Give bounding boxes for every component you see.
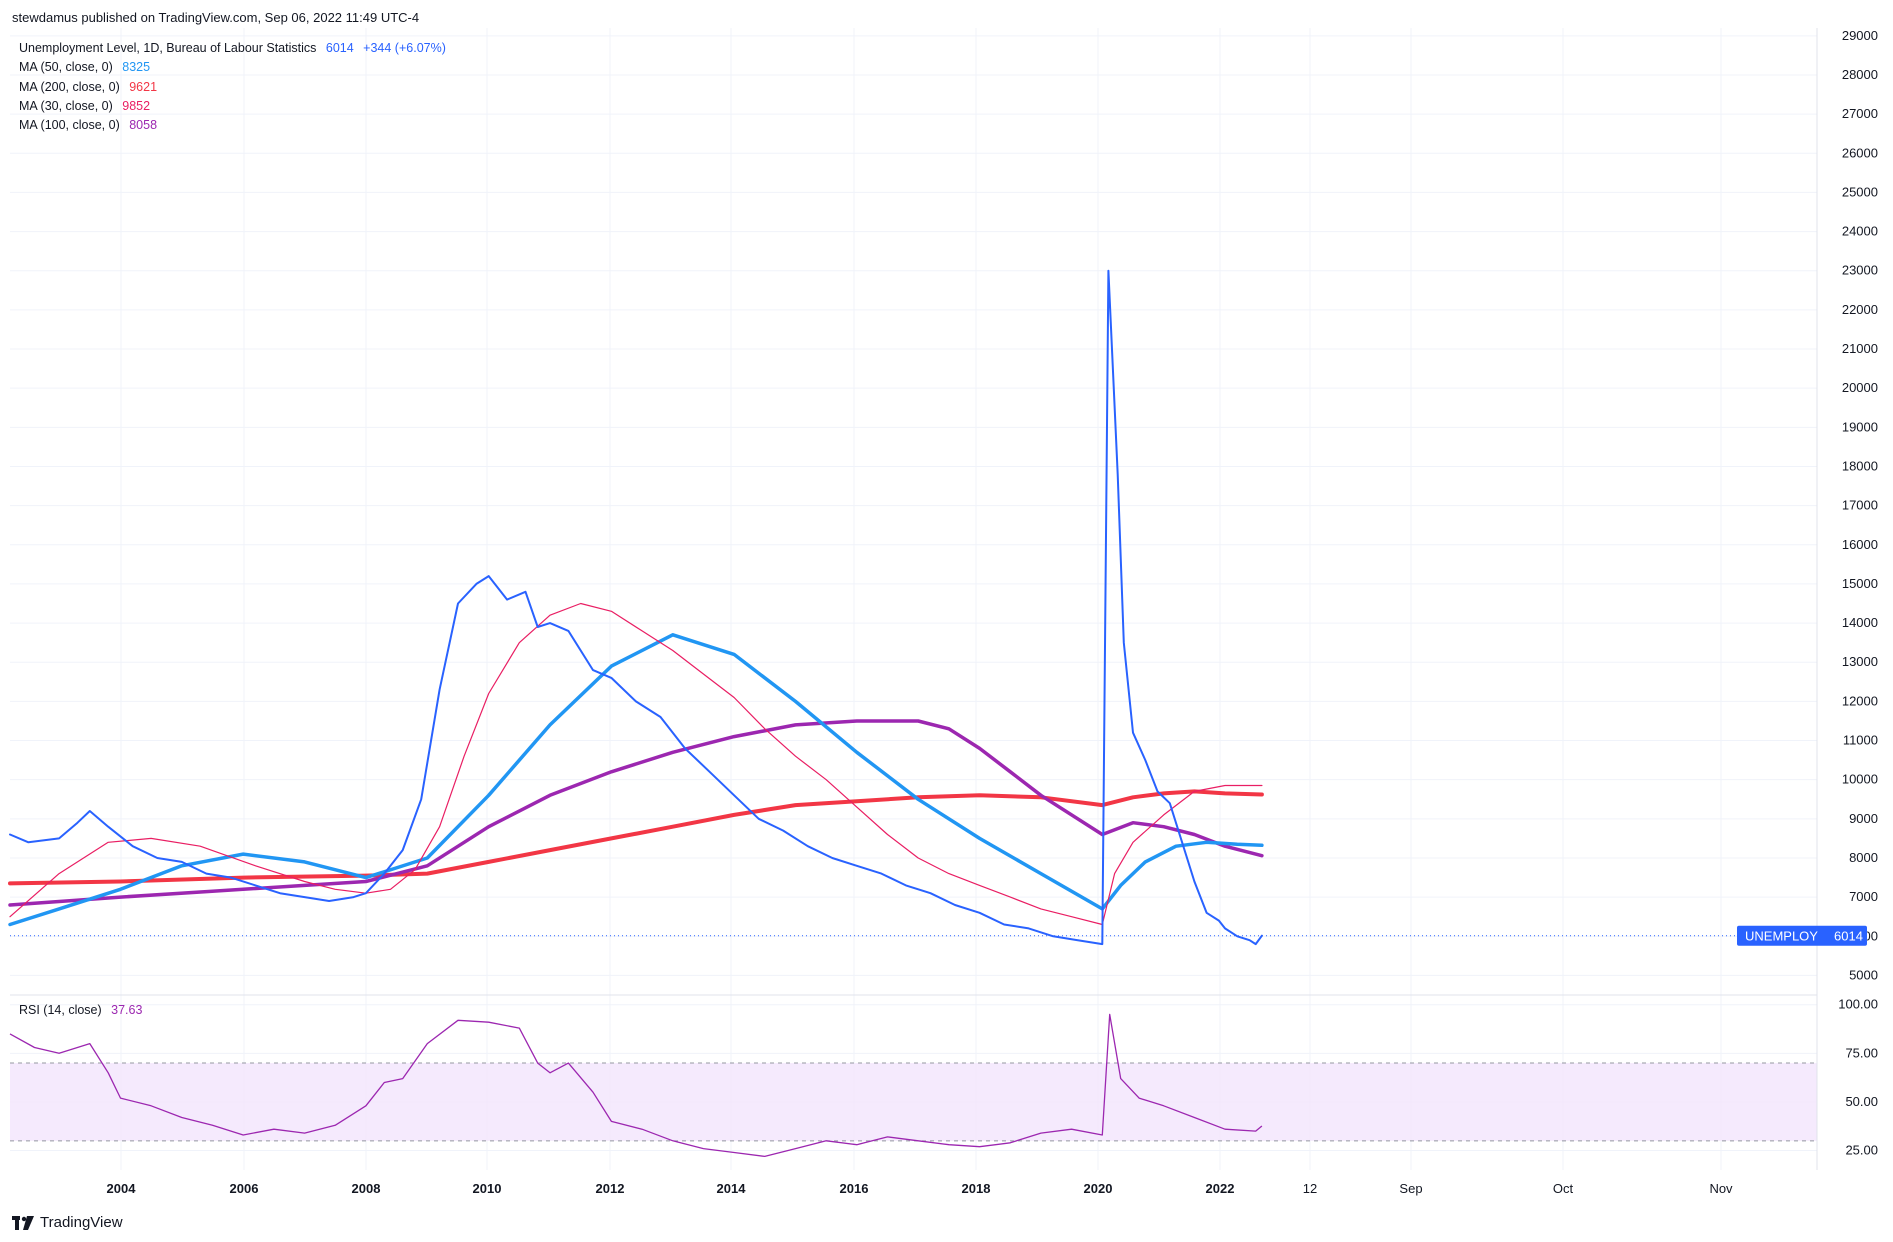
legend-main-value: 6014 [325, 41, 354, 55]
footer-brand[interactable]: TradingView [12, 1214, 123, 1231]
legend-ma-value: 9621 [129, 79, 158, 94]
price-label-badge: UNEMPLOY 6014 [1737, 925, 1867, 946]
rsi-layer [9, 1013, 1263, 1158]
price-tick-label: 25000 [1842, 184, 1878, 199]
time-tick-label: 2008 [352, 1181, 381, 1196]
legend-ma-label: MA (50, close, 0) [19, 60, 113, 75]
time-tick-label: 2012 [596, 1181, 625, 1196]
price-tick-label: 18000 [1842, 458, 1878, 473]
rsi-legend-label: RSI (14, close) [19, 1003, 102, 1017]
price-tick-label: 17000 [1842, 498, 1878, 513]
legend-main-label: Unemployment Level, 1D, Bureau of Labour… [19, 41, 317, 55]
price-tick-label: 14000 [1842, 615, 1878, 630]
price-tick-label: 9000 [1849, 811, 1878, 826]
rsi-tick-label: 25.00 [1845, 1143, 1878, 1158]
legend-ma-value: 9852 [122, 98, 151, 113]
price-tick-label: 11000 [1843, 733, 1878, 748]
time-tick-label: 2018 [962, 1181, 991, 1196]
legend-ma-label: MA (100, close, 0) [19, 118, 120, 133]
tradingview-logo-icon [12, 1215, 34, 1230]
series-line-ma-100 [8, 719, 1264, 907]
time-axis[interactable]: 2004 2006 2008 2010 2012 2014 2016 2018 2020 2022… [107, 1181, 1734, 1196]
price-tick-label: 21000 [1842, 341, 1878, 356]
price-tick-label: 8000 [1849, 850, 1878, 865]
legend-ma-label: MA (200, close, 0) [19, 79, 120, 94]
rsi-legend[interactable]: RSI (14, close) 37.63 [19, 1003, 142, 1017]
price-tick-label: 26000 [1842, 145, 1878, 160]
time-tick-label: 2022 [1206, 1181, 1235, 1196]
main-grid [10, 28, 1817, 1170]
legend-ma-200[interactable]: MA (200, close, 0) 9621 [19, 78, 446, 97]
series-layer [8, 269, 1264, 946]
legend-ma-50[interactable]: MA (50, close, 0) 8325 [19, 58, 446, 77]
price-tick-label: 10000 [1842, 772, 1878, 787]
series-line-ma-50 [8, 633, 1264, 927]
price-tick-label: 12000 [1842, 693, 1878, 708]
rsi-tick-label: 50.00 [1845, 1094, 1878, 1109]
legend-ma-label: MA (30, close, 0) [19, 98, 113, 113]
legend-ma-30[interactable]: MA (30, close, 0) 9852 [19, 97, 446, 116]
legend-main-change: +344 (+6.07%) [363, 41, 446, 55]
price-tick-label: 16000 [1842, 537, 1878, 552]
publish-header: stewdamus published on TradingView.com, … [12, 10, 420, 25]
legend-main[interactable]: Unemployment Level, 1D, Bureau of Labour… [19, 39, 446, 58]
rsi-band [10, 1063, 1817, 1141]
price-tick-label: 20000 [1842, 380, 1878, 395]
price-tick-label: 27000 [1842, 106, 1878, 121]
time-tick-label: 2014 [717, 1181, 747, 1196]
price-tick-label: 5000 [1849, 967, 1878, 982]
time-tick-label: 2010 [473, 1181, 502, 1196]
time-tick-label: Sep [1399, 1181, 1422, 1196]
time-tick-label: 2006 [230, 1181, 259, 1196]
time-tick-label: Oct [1553, 1181, 1574, 1196]
price-tick-label: 22000 [1842, 302, 1878, 317]
price-tick-label: 23000 [1842, 263, 1878, 278]
price-badge-symbol: UNEMPLOY [1745, 929, 1818, 944]
series-line-unemploy [9, 269, 1263, 946]
rsi-legend-value: 37.63 [111, 1003, 143, 1017]
rsi-tick-label: 100.00 [1838, 997, 1878, 1012]
price-tick-label: 19000 [1842, 419, 1878, 434]
price-axis[interactable]: 5000600070008000900010000110001200013000… [1842, 28, 1878, 983]
price-tick-label: 7000 [1849, 889, 1878, 904]
time-tick-label: 2016 [840, 1181, 869, 1196]
time-tick-label: 12 [1303, 1181, 1317, 1196]
rsi-line [9, 1013, 1263, 1158]
price-badge-bg [1737, 925, 1867, 946]
footer-brand-text: TradingView [40, 1214, 123, 1231]
price-tick-label: 29000 [1842, 28, 1878, 43]
chart-legend: Unemployment Level, 1D, Bureau of Labour… [19, 39, 446, 135]
price-tick-label: 24000 [1842, 224, 1878, 239]
rsi-axis[interactable]: 25.00 50.00 75.00 100.00 [1838, 997, 1878, 1158]
price-badge-value: 6014 [1834, 929, 1863, 944]
price-tick-label: 13000 [1842, 654, 1878, 669]
time-tick-label: Nov [1709, 1181, 1733, 1196]
rsi-tick-label: 75.00 [1845, 1045, 1878, 1060]
price-tick-label: 15000 [1842, 576, 1878, 591]
legend-ma-value: 8058 [129, 118, 158, 133]
legend-ma-value: 8325 [122, 60, 151, 75]
time-tick-label: 2004 [107, 1181, 137, 1196]
time-tick-label: 2020 [1084, 1181, 1113, 1196]
price-tick-label: 28000 [1842, 67, 1878, 82]
series-line-ma-30 [9, 602, 1263, 926]
legend-ma-100[interactable]: MA (100, close, 0) 8058 [19, 116, 446, 135]
